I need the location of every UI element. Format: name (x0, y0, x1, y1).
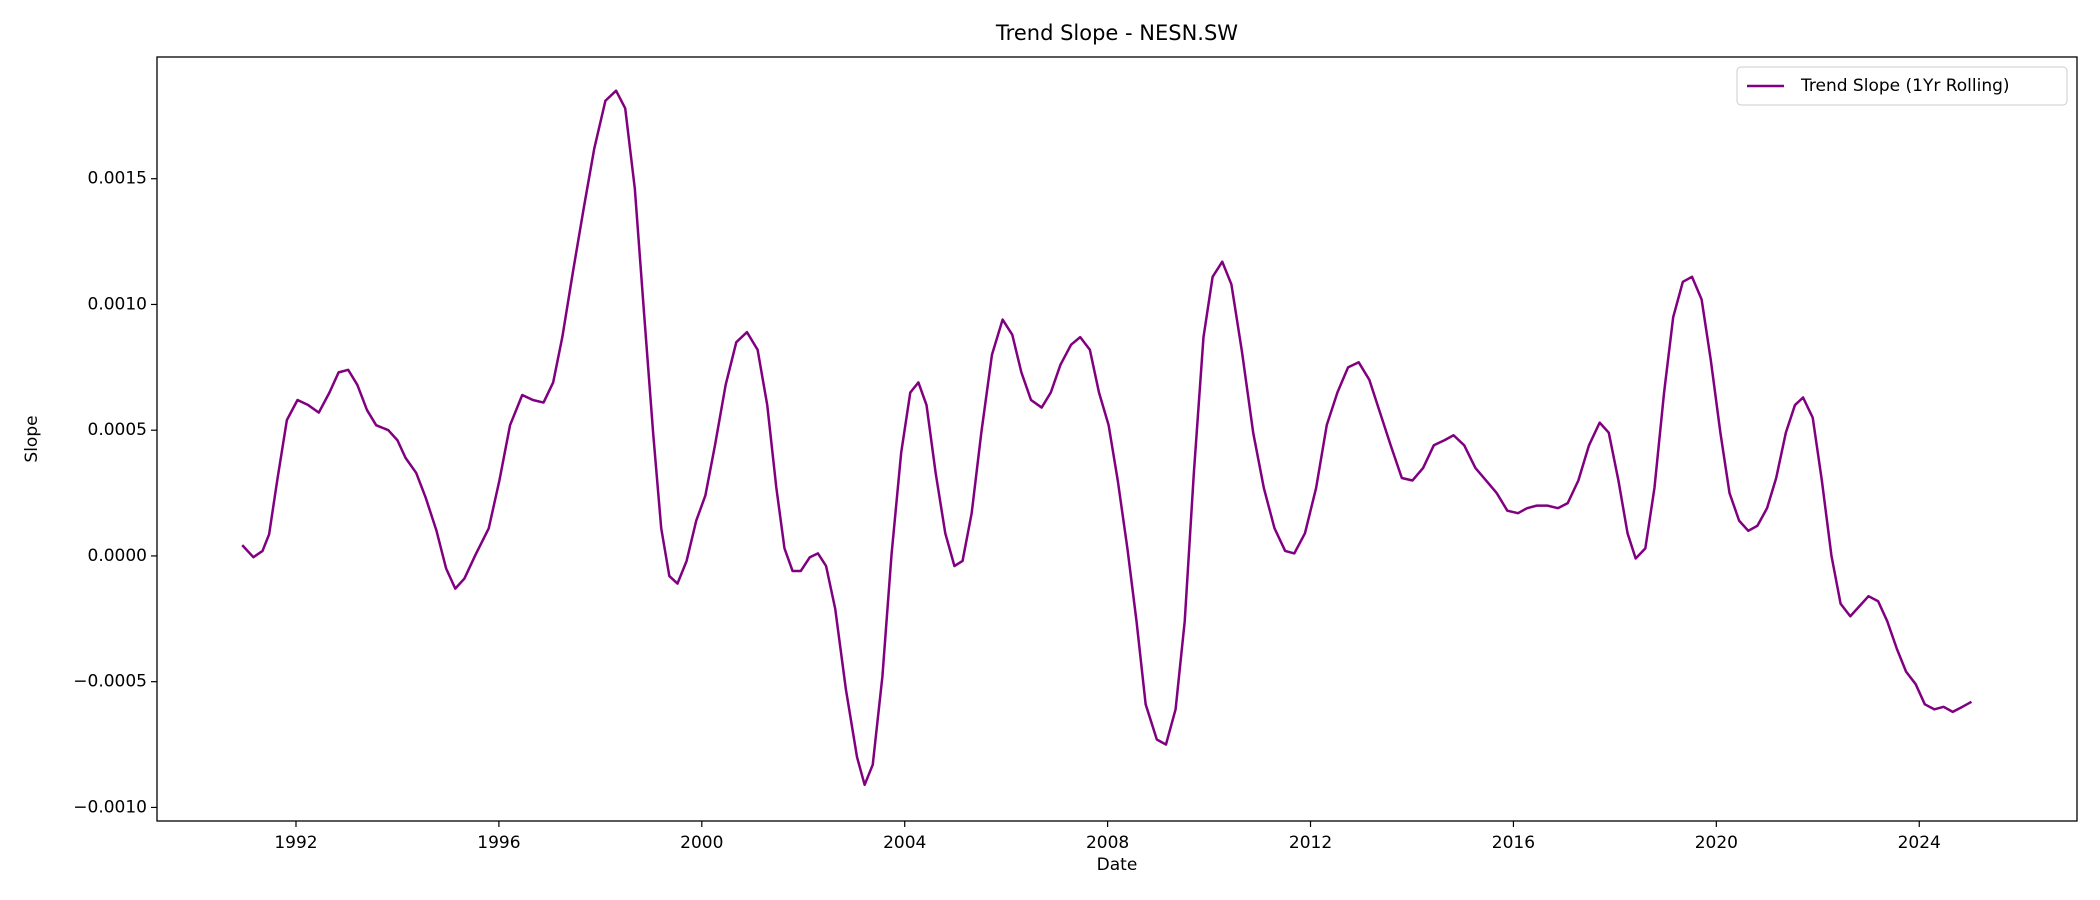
y-tick-label: 0.0015 (88, 169, 147, 189)
y-axis-label: Slope (22, 415, 42, 462)
x-tick-label: 1992 (274, 833, 317, 853)
x-tick-label: 2004 (883, 833, 926, 853)
x-tick-label: 2012 (1289, 833, 1332, 853)
x-tick-label: 2024 (1898, 833, 1941, 853)
y-tick-label: −0.0005 (73, 672, 147, 692)
x-axis-label: Date (1097, 855, 1138, 875)
y-tick-label: 0.0005 (88, 420, 147, 440)
chart-title: Trend Slope - NESN.SW (995, 21, 1238, 45)
series-line (241, 89, 1973, 787)
y-tick-label: 0.0000 (88, 546, 147, 566)
x-tick-label: 2000 (680, 833, 723, 853)
legend-box (1736, 66, 2068, 106)
x-tick-label: 2020 (1695, 833, 1738, 853)
y-tick-label: −0.0010 (73, 797, 147, 817)
x-tick-label: 1996 (477, 833, 520, 853)
y-tick-label: 0.0010 (88, 294, 147, 314)
legend-label: Trend Slope (1Yr Rolling) (1800, 76, 2010, 96)
x-tick-label: 2016 (1492, 833, 1535, 853)
plot-frame (156, 56, 2078, 822)
x-tick-label: 2008 (1086, 833, 1129, 853)
